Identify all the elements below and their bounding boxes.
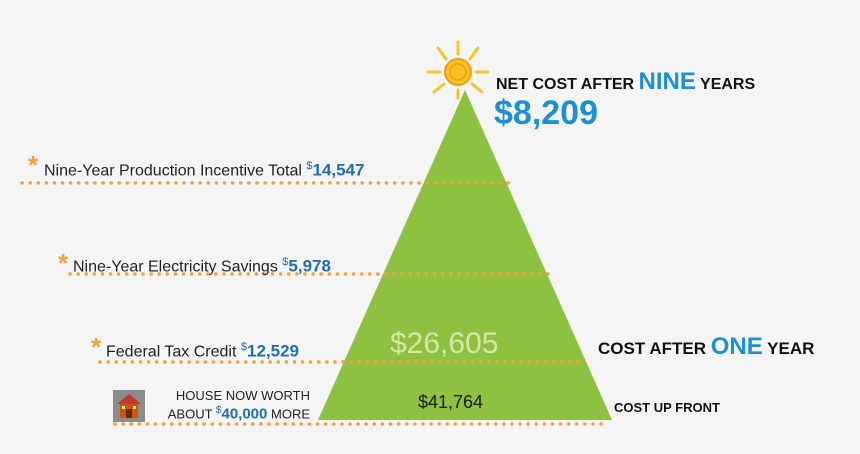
one-year-prefix: COST AFTER [598,339,706,358]
net-cost-suffix: YEARS [700,76,756,93]
asterisk-icon: * [58,248,69,278]
net-cost-highlight: NINE [638,68,696,95]
production-incentive-label-row: Nine-Year Production Incentive Total $14… [44,160,365,180]
tax-credit-label-row: Federal Tax Credit $12,529 [106,341,299,361]
tax-credit-currency: $ [240,341,248,353]
house-amount: 40,000 [221,405,268,423]
net-cost-prefix: NET COST AFTER [496,76,635,93]
house-line2: ABOUT $40,000 MORE [146,403,310,421]
electricity-savings-row: * [58,250,68,277]
one-year-highlight: ONE [710,333,763,360]
electricity-savings-currency: $ [282,256,289,268]
tax-credit-amount: 12,529 [247,341,300,361]
one-year-title: COST AFTER ONE YEAR [598,333,814,361]
one-year-cost-value: $26,605 [390,327,499,360]
house-icon [113,390,145,422]
electricity-savings-label: Nine-Year Electricity Savings [73,258,278,276]
house-line1: HOUSE NOW WORTH [175,388,310,403]
one-year-suffix: YEAR [767,339,815,358]
upfront-title: COST UP FRONT [614,400,720,415]
asterisk-icon: * [28,150,39,180]
tax-credit-label: Federal Tax Credit [106,343,237,361]
house-line2-suffix: MORE [271,406,310,422]
production-incentive-currency: $ [306,160,313,172]
production-incentive-amount: 14,547 [312,160,365,180]
house-currency: $ [215,405,222,416]
pyramid [318,90,612,420]
net-cost-title: NET COST AFTER NINE YEARS [496,68,755,96]
tax-credit-row: * [91,334,101,361]
production-incentive-row: * [28,152,38,179]
asterisk-icon: * [91,332,102,362]
house-value-text: HOUSE NOW WORTH ABOUT $40,000 MORE [146,388,310,421]
electricity-savings-label-row: Nine-Year Electricity Savings $5,978 [73,256,331,276]
upfront-cost-value: $41,764 [418,392,484,412]
electricity-savings-amount: 5,978 [288,256,331,276]
net-cost-value: $8,209 [494,94,598,132]
production-incentive-label: Nine-Year Production Incentive Total [44,162,302,180]
sun-icon [426,40,490,100]
house-line2-prefix: ABOUT [167,406,213,422]
